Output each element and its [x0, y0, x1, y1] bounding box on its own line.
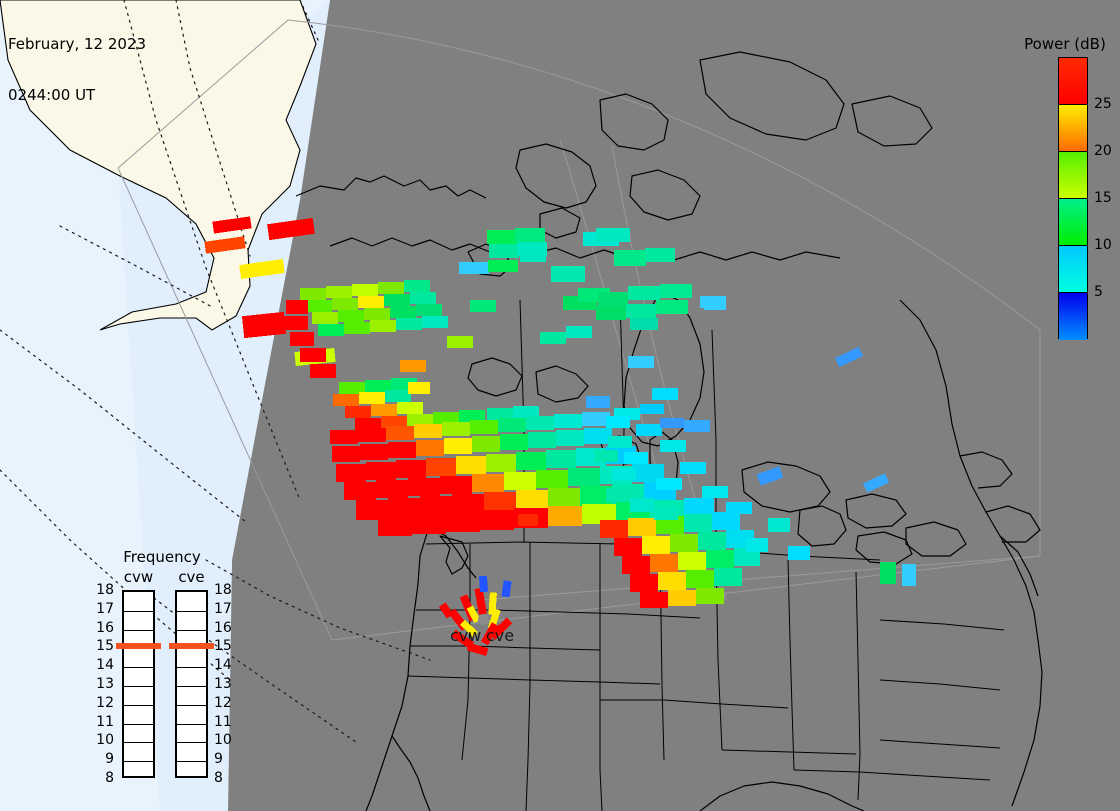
frequency-tick-label: 12: [96, 694, 114, 711]
frequency-tick-label: 13: [96, 676, 114, 692]
frequency-scale-rule: [124, 742, 153, 744]
frequency-scale-rule: [177, 704, 206, 706]
frequency-column-header-cvw: cvw: [123, 568, 154, 586]
colorbar-tick-label: 5: [1094, 284, 1103, 300]
timestamp-date: February, 12 2023: [8, 35, 147, 53]
frequency-tick-label: 10: [214, 732, 232, 749]
frequency-legend: Frequency cvw 18 17 16 15 14 13 12 11 10 9 8 cve 18 17…: [82, 548, 242, 788]
frequency-tick-label: 15: [96, 638, 114, 655]
colorbar-segment: [1059, 105, 1087, 152]
colorbar-tick-label: 15: [1094, 190, 1112, 206]
colorbar-segment: [1059, 152, 1087, 199]
frequency-tick-label: 15: [214, 638, 232, 655]
site-label-cvw: cvw: [450, 626, 482, 645]
frequency-scale-rule: [124, 761, 153, 763]
frequency-scale-cve: [175, 590, 208, 778]
frequency-marker-cvw: [116, 643, 161, 650]
colorbar-segment: [1059, 58, 1087, 105]
colorbar-segment: [1059, 199, 1087, 246]
site-label-cve: cve: [486, 626, 515, 645]
frequency-tick-label: 13: [214, 676, 232, 692]
frequency-tick-label: 10: [96, 732, 114, 749]
backscatter-cells: [204, 216, 916, 656]
frequency-tick-label: 18: [96, 582, 114, 598]
frequency-scale-rule: [124, 610, 153, 612]
frequency-scale-rule: [177, 723, 206, 725]
frequency-scale-rule: [177, 667, 206, 669]
frequency-tick-label: 14: [96, 657, 114, 674]
frequency-column-header-cve: cve: [178, 568, 205, 586]
frequency-scale-rule: [177, 610, 206, 612]
frequency-legend-title: Frequency: [123, 548, 201, 566]
frequency-tick-label: 17: [96, 600, 114, 617]
frequency-tick-label: 16: [214, 619, 232, 636]
frequency-scale-cvw: [122, 590, 155, 778]
frequency-scale-rule: [177, 761, 206, 763]
frequency-marker-cve: [169, 643, 214, 650]
frequency-scale-rule: [124, 723, 153, 725]
timestamp-time: 0244:00 UT: [8, 86, 96, 104]
frequency-tick-label: 8: [105, 770, 114, 786]
colorbar-tick-label: 10: [1094, 237, 1112, 253]
timestamp-block: February, 12 2023 0244:00 UT: [8, 2, 146, 138]
frequency-scale-rule: [177, 686, 206, 687]
frequency-tick-label: 11: [214, 713, 232, 730]
frequency-tick-label: 12: [214, 694, 232, 711]
frequency-scale-rule: [124, 704, 153, 706]
colorbar-tick-label: 25: [1094, 96, 1112, 112]
colorbar-title: Power (dB): [1024, 35, 1106, 53]
colorbar-gradient: [1058, 57, 1088, 340]
power-colorbar: Power (dB) 25 20 15 10 5: [1010, 32, 1120, 347]
frequency-tick-label: 14: [214, 657, 232, 674]
frequency-scale-rule: [124, 667, 153, 669]
frequency-tick-label: 11: [96, 713, 114, 730]
colorbar-segment: [1059, 293, 1087, 340]
frequency-scale-rule: [124, 686, 153, 687]
radar-site-marker: [478, 614, 489, 625]
frequency-tick-label: 9: [214, 751, 223, 768]
frequency-scale-rule: [124, 629, 153, 631]
colorbar-tick-label: 20: [1094, 143, 1112, 159]
colorbar-segment: [1059, 246, 1087, 293]
frequency-tick-label: 9: [105, 751, 114, 768]
frequency-scale-rule: [177, 629, 206, 631]
frequency-tick-label: 18: [214, 582, 232, 598]
frequency-scale-rule: [177, 742, 206, 744]
frequency-tick-label: 8: [214, 770, 223, 786]
frequency-tick-label: 17: [214, 600, 232, 617]
frequency-tick-label: 16: [96, 619, 114, 636]
